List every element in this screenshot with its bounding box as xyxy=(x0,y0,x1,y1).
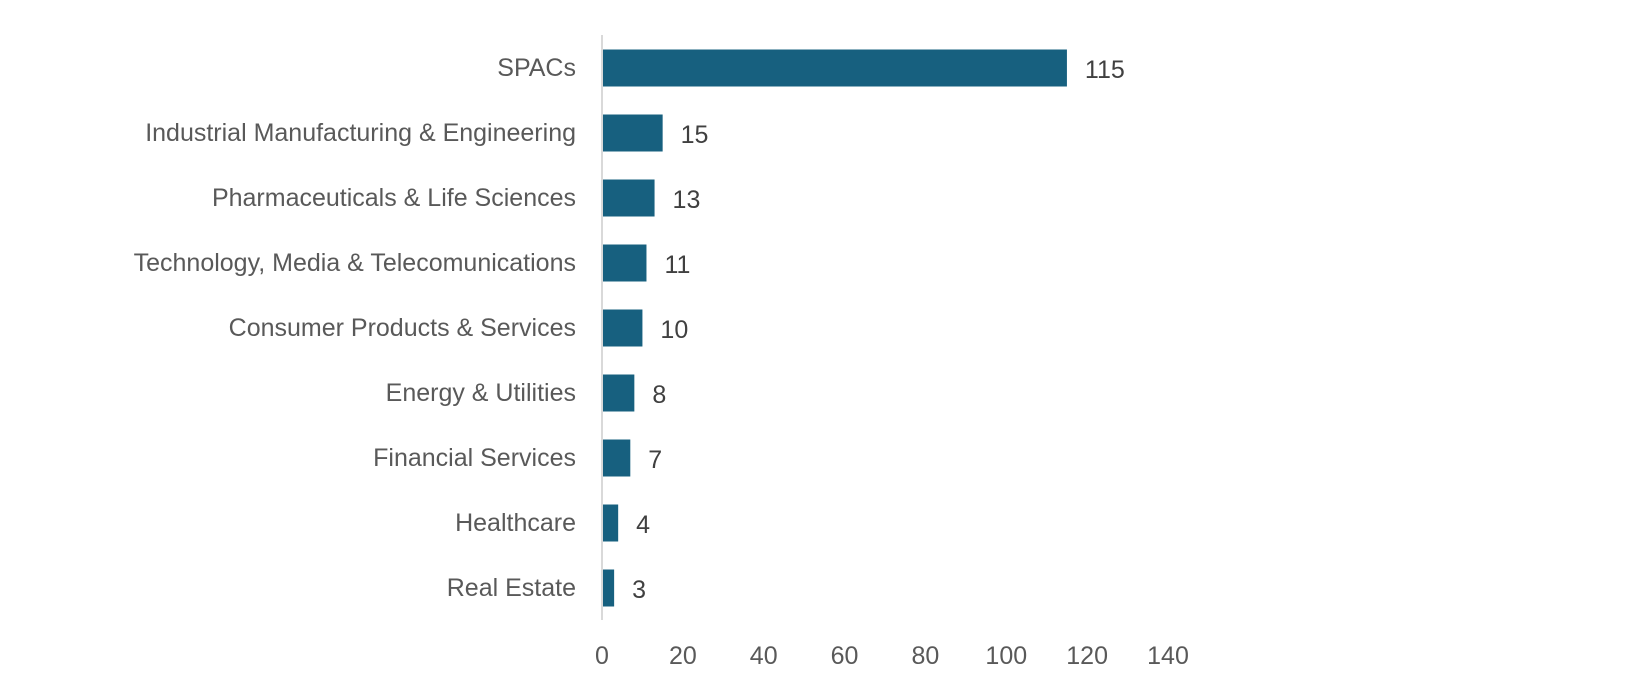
bar-5 xyxy=(602,374,635,412)
x-axis-tick-labels-group: 0 20 40 60 80 100 120 140 xyxy=(595,642,1189,670)
category-label: SPACs xyxy=(497,54,576,82)
category-label: Consumer Products & Services xyxy=(229,314,576,342)
data-label: 4 xyxy=(636,511,650,539)
category-label: Industrial Manufacturing & Engineering xyxy=(145,119,576,147)
x-tick-label: 40 xyxy=(750,642,778,670)
category-label: Financial Services xyxy=(373,444,576,472)
data-label: 10 xyxy=(660,316,688,344)
bar-6 xyxy=(602,439,631,477)
category-label: Healthcare xyxy=(455,509,576,537)
category-label: Pharmaceuticals & Life Sciences xyxy=(212,184,576,212)
bar-0 xyxy=(602,49,1067,87)
x-tick-label: 80 xyxy=(912,642,940,670)
x-tick-label: 140 xyxy=(1147,642,1189,670)
data-label: 3 xyxy=(632,576,646,604)
x-tick-label: 120 xyxy=(1066,642,1108,670)
data-label: 15 xyxy=(681,121,709,149)
x-tick-label: 100 xyxy=(985,642,1027,670)
bar-3 xyxy=(602,244,647,282)
category-label: Real Estate xyxy=(447,574,576,602)
bars-group xyxy=(602,49,1067,607)
data-label: 8 xyxy=(652,381,666,409)
category-label: Technology, Media & Telecomunications xyxy=(134,249,576,277)
bar-4 xyxy=(602,309,643,347)
data-label: 13 xyxy=(673,186,701,214)
data-labels-group: 115 15 13 11 10 8 7 4 3 xyxy=(632,56,1125,604)
x-tick-label: 60 xyxy=(831,642,859,670)
data-label: 115 xyxy=(1085,56,1125,84)
x-tick-label: 0 xyxy=(595,642,609,670)
data-label: 11 xyxy=(664,251,690,279)
category-label: Energy & Utilities xyxy=(386,379,576,407)
data-label: 7 xyxy=(648,446,662,474)
bar-1 xyxy=(602,114,663,152)
bar-8 xyxy=(602,569,615,607)
bar-2 xyxy=(602,179,655,217)
x-tick-label: 20 xyxy=(669,642,697,670)
bar-7 xyxy=(602,504,619,542)
category-labels-group: SPACs Industrial Manufacturing & Engineer… xyxy=(134,54,576,602)
